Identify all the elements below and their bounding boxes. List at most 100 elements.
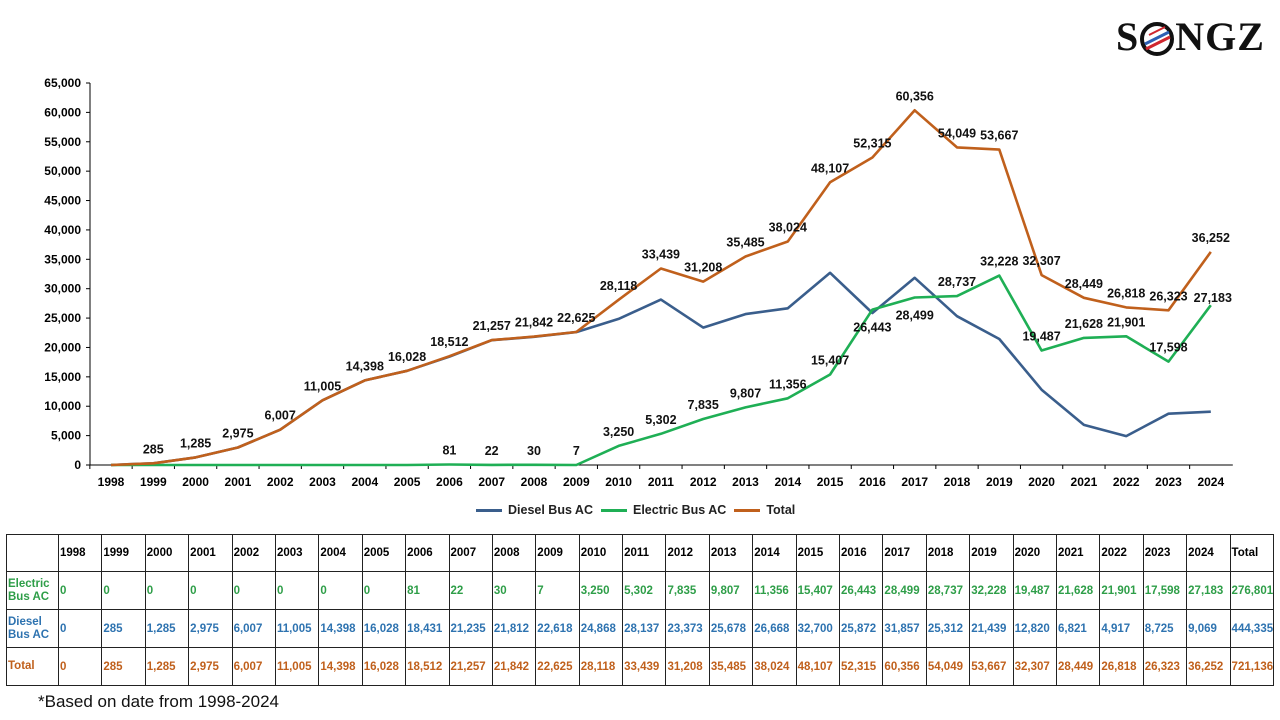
table-header-row: 1998 1999 2000 2001 2002 2003 2004 2005 2006 2007… bbox=[6, 534, 1275, 572]
x-tick-label: 2019 bbox=[986, 475, 1013, 489]
x-axis-ticks: 1998 1999 2000 2001 2002 2003 2004 2005 2006 2007… bbox=[89, 465, 1224, 489]
x-tick-label: 1999 bbox=[140, 475, 167, 489]
data-label-total: 28,118 bbox=[600, 279, 638, 293]
legend-item-diesel: Diesel Bus AC bbox=[476, 503, 593, 517]
table-header-cell: 2007 bbox=[448, 534, 493, 572]
y-tick-label: 35,000 bbox=[44, 252, 81, 266]
logo-globe-icon bbox=[1140, 22, 1175, 56]
legend-label-electric: Electric Bus AC bbox=[632, 503, 727, 517]
table-header-cell: 2020 bbox=[1012, 534, 1057, 572]
data-label-total: 32,307 bbox=[1022, 254, 1060, 268]
x-tick-label: 2018 bbox=[944, 475, 971, 489]
x-tick-label: 2016 bbox=[859, 475, 886, 489]
table-header-cell: 2012 bbox=[665, 534, 710, 572]
table-header-cell: 2024 bbox=[1186, 534, 1231, 572]
x-tick-label: 2015 bbox=[817, 475, 844, 489]
data-label-electric: 27,183 bbox=[1194, 291, 1232, 305]
y-tick-label: 0 bbox=[74, 458, 81, 472]
table-header-cell: 2004 bbox=[318, 534, 363, 572]
table-header-cell: 2014 bbox=[752, 534, 797, 572]
data-label-total: 33,439 bbox=[642, 247, 680, 261]
table-cell: 6,007 bbox=[231, 647, 276, 686]
table-row-label: Total bbox=[6, 647, 59, 686]
x-tick-label: 2004 bbox=[351, 475, 378, 489]
data-label-total: 54,049 bbox=[938, 126, 976, 140]
y-axis-ticks: 0 5,000 10,000 15,000 20,000 25,000 30,000 35,0… bbox=[44, 76, 90, 472]
table-cell: 16,028 bbox=[361, 647, 407, 686]
table-cell: 38,024 bbox=[752, 647, 797, 686]
data-label-electric: 21,628 bbox=[1065, 317, 1103, 331]
table-header-cell: 2000 bbox=[144, 534, 190, 572]
line-chart: 0 5,000 10,000 15,000 20,000 25,000 30,000 35,0… bbox=[44, 76, 1233, 489]
table-cell: 14,398 bbox=[318, 647, 363, 686]
table-row-diesel: Diesel Bus AC 0 285 1,285 2,975 6,007 11,005 14… bbox=[6, 609, 1275, 648]
data-label-total: 11,005 bbox=[304, 379, 342, 393]
data-label-total: 26,818 bbox=[1107, 286, 1145, 300]
table-cell: 31,208 bbox=[665, 647, 710, 686]
data-label-total: 31,208 bbox=[684, 261, 722, 275]
table-cell: 22 bbox=[448, 571, 493, 610]
table-cell: 9,069 bbox=[1186, 609, 1231, 648]
table-cell: 21,235 bbox=[448, 609, 493, 648]
legend-swatch-total bbox=[734, 508, 761, 512]
table-cell: 32,228 bbox=[969, 571, 1014, 610]
table-cell: 19,487 bbox=[1012, 571, 1057, 610]
table-header-cell: 2023 bbox=[1142, 534, 1188, 572]
table-header-cell: 2016 bbox=[839, 534, 884, 572]
x-tick-label: 1998 bbox=[98, 475, 125, 489]
series-line-total bbox=[110, 109, 1212, 467]
data-label-total: 38,024 bbox=[769, 221, 807, 235]
table-row-electric: Electric Bus AC 0 0 0 0 0 0 0 0 81 22 30 7 3,250 5,302… bbox=[6, 571, 1275, 610]
table-cell: 1,285 bbox=[144, 647, 190, 686]
data-label-total: 26,323 bbox=[1149, 289, 1187, 303]
table-cell: 32,700 bbox=[795, 609, 841, 648]
table-header-cell: 2006 bbox=[405, 534, 450, 572]
data-label-electric: 28,499 bbox=[896, 309, 934, 323]
table-cell: 30 bbox=[491, 571, 537, 610]
legend-swatch-diesel bbox=[476, 508, 502, 512]
data-label-electric: 11,356 bbox=[769, 377, 807, 391]
table-cell: 0 bbox=[101, 571, 146, 610]
x-tick-label: 2007 bbox=[478, 475, 505, 489]
table-cell: 21,439 bbox=[969, 609, 1014, 648]
x-tick-label: 2012 bbox=[690, 475, 717, 489]
data-label-total: 60,356 bbox=[896, 89, 934, 103]
data-label-total: 6,007 bbox=[265, 409, 296, 423]
data-label-total: 285 bbox=[143, 442, 164, 456]
table-cell: 52,315 bbox=[839, 647, 884, 686]
table-header-cell: 2010 bbox=[578, 534, 624, 572]
data-label-electric: 5,302 bbox=[645, 413, 676, 427]
table-cell: 6,007 bbox=[231, 609, 276, 648]
table-cell: 26,323 bbox=[1142, 647, 1188, 686]
data-label-total: 52,315 bbox=[853, 137, 891, 151]
logo-text-left: S bbox=[1116, 14, 1140, 59]
table-cell: 33,439 bbox=[622, 647, 667, 686]
y-tick-label: 15,000 bbox=[44, 370, 81, 384]
logo-text-right: NGZ bbox=[1175, 14, 1265, 59]
y-tick-label: 65,000 bbox=[44, 76, 81, 90]
x-tick-label: 2020 bbox=[1028, 475, 1055, 489]
table-cell: 0 bbox=[231, 571, 276, 610]
table-row-label: Electric Bus AC bbox=[6, 571, 59, 610]
table-cell: 48,107 bbox=[795, 647, 841, 686]
table-cell: 21,812 bbox=[491, 609, 537, 648]
data-label-electric: 21,901 bbox=[1107, 315, 1145, 329]
table-cell: 8,725 bbox=[1142, 609, 1188, 648]
table-cell: 26,668 bbox=[752, 609, 797, 648]
x-tick-label: 2005 bbox=[394, 475, 421, 489]
x-tick-label: 2008 bbox=[521, 475, 548, 489]
table-cell: 0 bbox=[318, 571, 363, 610]
table-cell: 21,842 bbox=[491, 647, 537, 686]
data-label-total: 53,667 bbox=[980, 129, 1018, 143]
data-label-total: 35,485 bbox=[726, 235, 764, 249]
table-header-cell: 2018 bbox=[925, 534, 971, 572]
table-cell: 0 bbox=[274, 571, 320, 610]
table-cell: 2,975 bbox=[188, 609, 233, 648]
table-cell: 14,398 bbox=[318, 609, 363, 648]
footnote: *Based on date from 1998-2024 bbox=[38, 692, 280, 711]
table-cell: 23,373 bbox=[665, 609, 710, 648]
data-labels: 285 1,285 2,975 6,007 11,005 14,398 16,028 18,5… bbox=[143, 89, 1232, 458]
table-cell: 11,005 bbox=[274, 647, 320, 686]
y-tick-label: 55,000 bbox=[44, 135, 81, 149]
table-cell: 25,872 bbox=[839, 609, 884, 648]
